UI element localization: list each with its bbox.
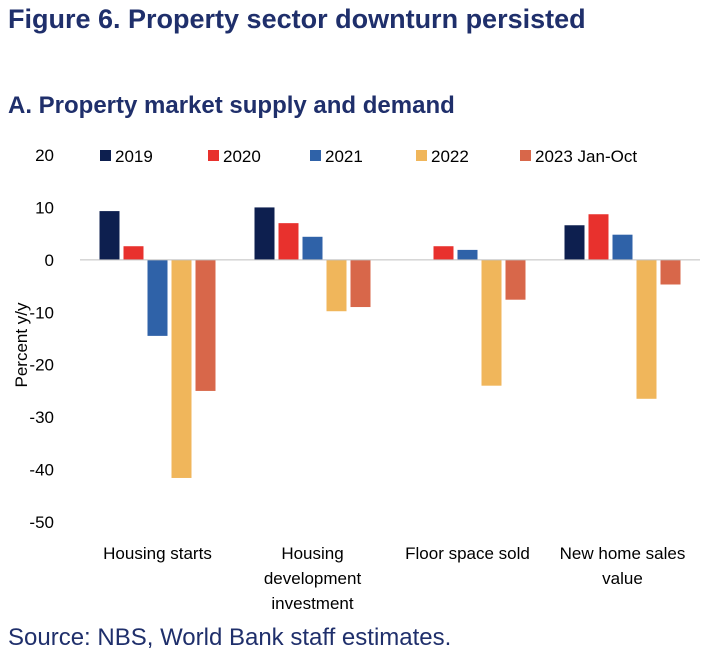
bar (505, 259, 526, 300)
bar (660, 259, 681, 285)
legend-swatch (100, 150, 111, 161)
y-tick-label: -50 (29, 513, 54, 532)
legend-swatch (416, 150, 427, 161)
y-tick-label: 20 (35, 146, 54, 165)
y-tick-label: -20 (29, 356, 54, 375)
bar (278, 223, 299, 260)
legend-label: 2019 (115, 147, 153, 166)
y-tick-label: -40 (29, 461, 54, 480)
legend-swatch (310, 150, 321, 161)
x-category-label: New home sales value (560, 544, 686, 588)
legend-swatch (520, 150, 531, 161)
y-tick-label: -10 (29, 303, 54, 322)
bar (636, 259, 657, 399)
y-tick-label: 10 (35, 198, 54, 217)
bar (612, 234, 633, 260)
y-axis-label: Percent y/y (12, 302, 31, 388)
bar (254, 207, 275, 260)
figure-title: Figure 6. Property sector downturn persi… (8, 4, 586, 34)
legend-label: 2023 Jan-Oct (535, 147, 637, 166)
legend-label: 2020 (223, 147, 261, 166)
x-axis-categories: Housing starts Housing development investme… (103, 544, 685, 613)
bar (481, 259, 502, 386)
x-category-label: Floor space sold (405, 544, 530, 563)
bar (302, 236, 323, 260)
y-axis-ticks: 20 10 0 -10 -20 -30 -40 -50 (29, 146, 54, 532)
bar (457, 249, 478, 260)
x-category-label: Housing starts (103, 544, 212, 563)
legend: 2019 2020 2021 2022 2023 Jan-Oct (100, 147, 637, 166)
bar (123, 246, 144, 260)
legend-swatch (208, 150, 219, 161)
legend-label: 2022 (431, 147, 469, 166)
bar (433, 246, 454, 260)
bar (195, 259, 216, 391)
bar (350, 259, 371, 308)
x-category-label: Housing development investment (264, 544, 362, 613)
bar (99, 211, 120, 260)
y-tick-label: 0 (45, 251, 54, 270)
source-note: Source: NBS, World Bank staff estimates. (8, 624, 452, 651)
legend-label: 2021 (325, 147, 363, 166)
bar (564, 225, 585, 260)
chart-title: A. Property market supply and demand (8, 92, 455, 119)
bar (326, 259, 347, 312)
bar (147, 259, 168, 336)
y-tick-label: -30 (29, 408, 54, 427)
bar (588, 214, 609, 260)
bars (99, 207, 681, 478)
bar (171, 259, 192, 478)
